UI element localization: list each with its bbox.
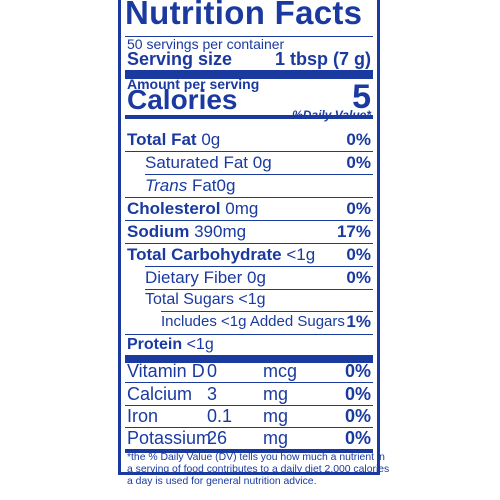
medium-divider: [125, 449, 373, 453]
nutrient-dv: 0%: [346, 153, 371, 172]
nutrient-label: Fat: [191, 176, 217, 195]
vitamin-amount: 0.1: [207, 406, 233, 426]
footnote-line: a serving of food contributes to a daily…: [127, 464, 390, 476]
amount-per-serving: Amount per serving: [127, 76, 260, 92]
vitamin-amount: 26: [207, 428, 228, 448]
footnote-line: *the % Daily Value (DV) tells you how mu…: [127, 452, 385, 463]
nutrient-amount: 0g: [216, 176, 236, 195]
thick-divider: [125, 355, 373, 363]
divider: [125, 151, 373, 152]
nutrient-row-total-carbohydrate: Total Carbohydrate <1g: [127, 245, 315, 265]
vitamin-amount: 0: [207, 361, 218, 381]
vitamin-name: Iron: [127, 406, 159, 426]
bottom-border: [118, 472, 380, 475]
footnote-line: a day is used for general nutrition advi…: [127, 476, 317, 488]
divider: [125, 334, 373, 335]
nutrient-row-saturated-fat: Saturated Fat 0g: [145, 153, 272, 173]
nutrient-dv: 0%: [346, 199, 371, 218]
vitamin-dv: 0%: [344, 361, 371, 381]
nutrient-row-total-fat: Total Fat 0g: [127, 130, 220, 150]
label-bottom-edge: [118, 472, 380, 500]
serving-size-label: Serving size: [127, 49, 233, 69]
nutrient-label: Saturated Fat: [145, 153, 249, 172]
divider: [161, 311, 373, 312]
label-title: Nutrition Facts: [125, 0, 363, 31]
nutrient-amount: 0g: [247, 268, 266, 287]
nutrient-amount: 0g: [252, 153, 272, 172]
nutrient-amount: <1g: [286, 245, 316, 264]
nutrient-amount: 390mg: [194, 222, 247, 241]
vitamin-name: Potassium: [127, 428, 212, 448]
nutrient-dv: 0%: [346, 268, 371, 287]
nutrient-label-italic: Trans: [145, 176, 188, 195]
nutrient-dv: 0%: [346, 245, 371, 264]
nutrient-label: Sodium: [127, 222, 190, 241]
nutrient-label: Dietary Fiber: [145, 268, 243, 287]
nutrient-label: Total Sugars: [145, 291, 234, 308]
vitamin-name: Vitamin D: [127, 361, 205, 381]
vitamin-unit: mg: [263, 384, 289, 404]
calories-value: 5: [352, 78, 371, 116]
divider: [125, 405, 373, 406]
divider: [125, 197, 373, 198]
nutrient-amount: <1g: [238, 291, 266, 308]
divider: [125, 220, 373, 221]
servings-per-container: 50 servings per container: [127, 36, 285, 52]
vitamin-name: Calcium: [127, 384, 193, 404]
nutrient-dv: 0%: [346, 130, 371, 149]
daily-value-header: %Daily Value*: [292, 108, 371, 122]
nutrient-row-dietary-fiber: Dietary Fiber 0g: [145, 268, 266, 288]
vitamin-dv: 0%: [344, 428, 371, 448]
footnote: *the % Daily Value (DV) tells you how mu…: [127, 452, 389, 489]
divider: [125, 36, 373, 37]
vitamin-dv: 0%: [344, 406, 371, 426]
nutrient-label: Cholesterol: [127, 199, 221, 218]
vitamin-unit: mcg: [263, 361, 298, 381]
medium-divider: [125, 115, 373, 119]
nutrient-row-added-sugars: Includes <1g Added Sugars: [161, 313, 345, 330]
nutrient-amount: 0g: [201, 130, 221, 149]
nutrient-row-total-sugars: Total Sugars <1g: [145, 291, 266, 309]
nutrient-dv: 17%: [336, 222, 371, 241]
divider: [125, 243, 373, 244]
nutrient-label: Protein: [127, 336, 183, 353]
divider: [125, 427, 373, 428]
nutrient-row-trans-fat: Trans Fat0g: [145, 176, 235, 196]
nutrient-label: Total Fat: [127, 130, 197, 149]
nutrient-dv: 1%: [346, 312, 371, 331]
nutrient-amount: <1g: [186, 336, 214, 353]
vitamin-unit: mg: [263, 428, 289, 448]
divider: [125, 382, 373, 383]
vitamin-unit: mg: [263, 406, 289, 426]
serving-size-value: 1 tbsp (7 g): [274, 49, 371, 69]
nutrient-amount: 0mg: [225, 199, 259, 218]
vitamin-amount: 3: [207, 384, 218, 404]
thick-divider: [125, 70, 373, 79]
nutrient-row-cholesterol: Cholesterol 0mg: [127, 199, 258, 219]
divider: [145, 266, 373, 267]
nutrient-label: Total Carbohydrate: [127, 245, 282, 264]
divider: [145, 174, 373, 175]
vitamin-dv: 0%: [344, 384, 371, 404]
divider: [145, 289, 373, 290]
nutrient-row-sodium: Sodium 390mg: [127, 222, 246, 242]
calories-label: Calories: [127, 84, 238, 115]
nutrient-row-protein: Protein <1g: [127, 336, 214, 354]
nutrition-facts-label: Nutrition Facts 50 servings per containe…: [118, 0, 389, 487]
